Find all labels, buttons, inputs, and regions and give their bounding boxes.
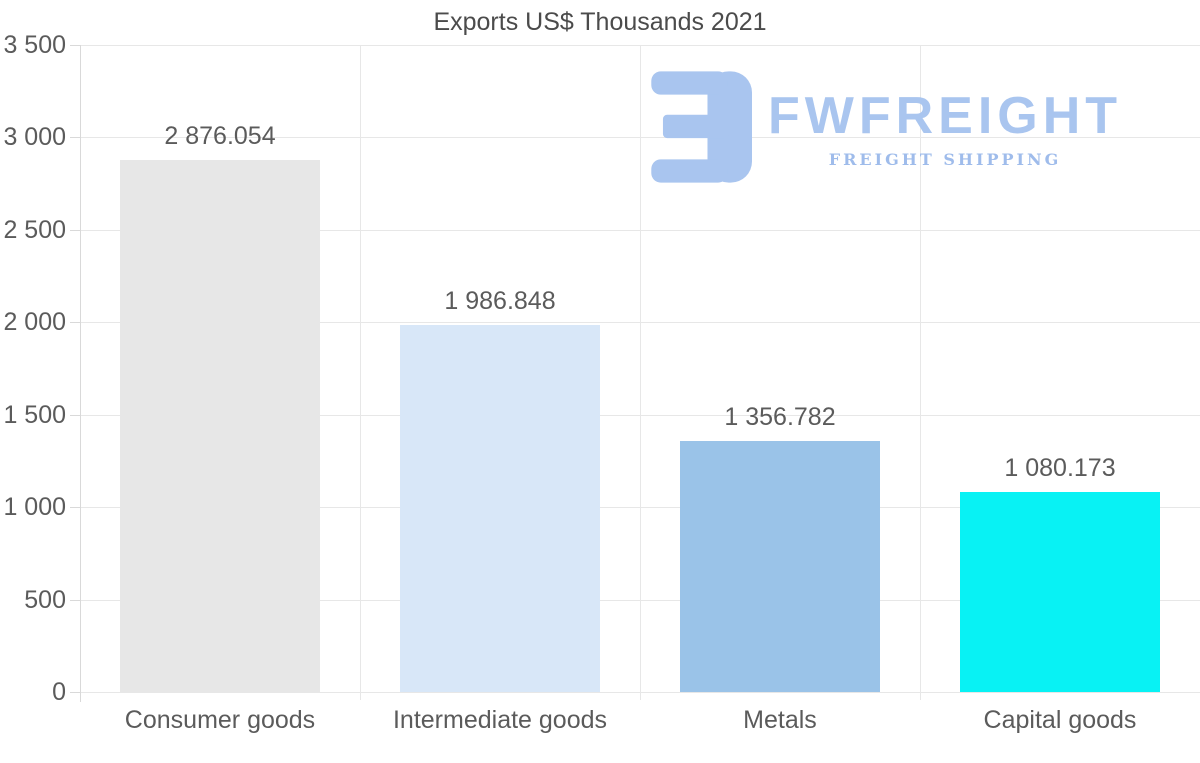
fwfreight-logo-icon — [651, 71, 752, 183]
y-axis-tick — [70, 414, 80, 416]
bar-value-label: 1 080.173 — [1004, 454, 1116, 483]
bar-capital-goods — [960, 492, 1160, 692]
y-axis-tick-label: 3 500 — [3, 31, 66, 59]
y-axis-tick-label: 2 000 — [3, 308, 66, 337]
y-axis-tick-label: 1 000 — [3, 493, 66, 522]
y-axis-tick-label: 2 500 — [3, 215, 66, 244]
y-axis-tick-label: 3 000 — [3, 123, 66, 152]
bar-value-label: 1 986.848 — [444, 286, 556, 315]
y-axis-tick — [70, 692, 80, 693]
bar-value-label: 1 356.782 — [724, 403, 836, 432]
y-axis-tick — [70, 599, 80, 601]
y-axis-tick — [70, 507, 80, 509]
category-gridline — [920, 45, 921, 700]
fwfreight-logo-text: FWFREIGHT FREIGHT SHIPPING — [768, 70, 1122, 169]
fwfreight-brand-text: FWFREIGHT — [768, 87, 1123, 145]
x-axis-category-label: Capital goods — [983, 706, 1137, 734]
fwfreight-watermark: FWFREIGHT FREIGHT SHIPPING — [646, 70, 1122, 184]
bar-consumer-goods — [120, 160, 320, 692]
y-axis-tick — [70, 229, 80, 231]
x-axis-category-label: Intermediate goods — [392, 706, 608, 734]
bar-metals — [680, 441, 880, 692]
category-gridline — [360, 45, 361, 700]
y-axis-tick-label: 500 — [24, 585, 66, 614]
bar-value-label: 2 876.054 — [164, 122, 276, 151]
fwfreight-tagline-text: FREIGHT SHIPPING — [828, 150, 1062, 169]
chart-title: Exports US$ Thousands 2021 — [433, 8, 767, 36]
y-axis-line — [80, 45, 81, 702]
category-gridline — [640, 45, 641, 700]
y-axis-tick-label: 1 500 — [3, 400, 66, 429]
y-axis-tick-label: 0 — [52, 678, 66, 706]
y-axis-tick — [70, 45, 80, 46]
bar-intermediate-goods — [400, 324, 600, 692]
y-axis-tick — [70, 322, 80, 324]
y-axis-tick — [70, 137, 80, 139]
x-axis-category-label: Metals — [743, 706, 817, 734]
x-axis-category-label: Consumer goods — [124, 706, 316, 734]
